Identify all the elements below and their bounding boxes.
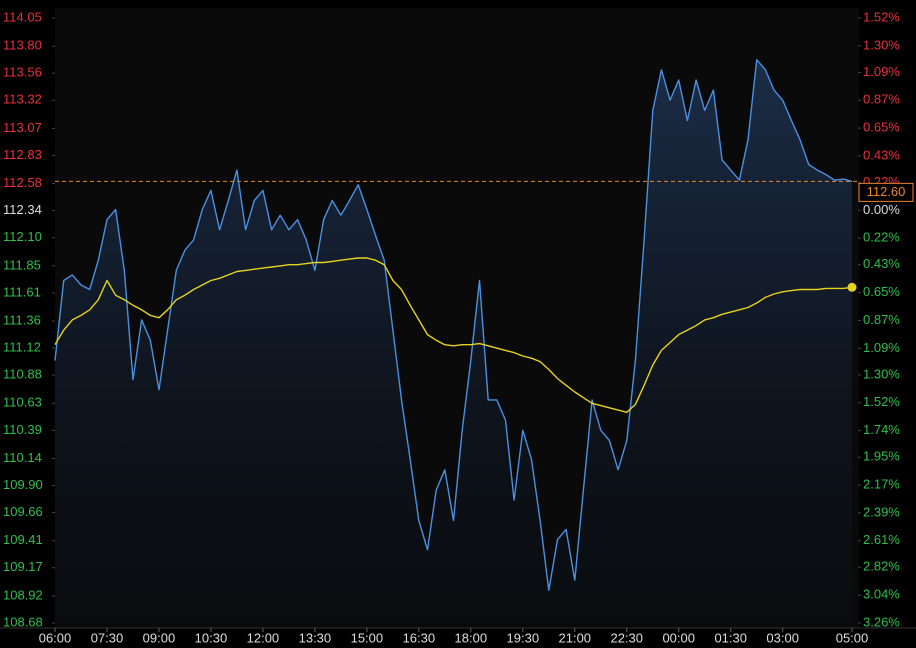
y-tick-label: 112.83	[3, 147, 42, 162]
series-line	[54, 257, 853, 413]
y2-tick-label: 0.87%	[863, 92, 900, 107]
y2-tick-label: 1.09%	[863, 64, 900, 79]
y2-tick-label: 1.52%	[863, 394, 900, 409]
y2-tick-label: 1.95%	[863, 449, 900, 464]
y2-tick-label: 1.30%	[863, 366, 900, 381]
y-tick-label: 109.90	[3, 477, 43, 492]
y-tick-label: 113.80	[3, 38, 42, 53]
y-tick-label: 109.17	[3, 559, 43, 574]
y2-tick-label: 0.43%	[863, 147, 900, 162]
y2-tick-label: 2.39%	[863, 504, 900, 519]
y2-tick-label: 1.30%	[863, 37, 900, 52]
x-tick-label: 05:00	[836, 630, 869, 645]
y-tick-label: 113.32	[3, 92, 42, 107]
y2-tick-label: 0.65%	[863, 120, 900, 135]
x-tick-label: 01:30	[714, 630, 747, 645]
y-tick-label: 111.61	[3, 284, 41, 299]
x-tick-label: 13:30	[299, 630, 332, 645]
series-end-dot	[847, 282, 857, 292]
y-tick-label: 113.07	[3, 120, 42, 135]
x-tick-label: 15:00	[351, 630, 384, 645]
x-tick-label: 12:00	[247, 630, 280, 645]
x-tick-label: 19:30	[507, 630, 540, 645]
y-tick-label: 113.56	[3, 65, 42, 80]
y-tick-label: 111.85	[3, 257, 41, 272]
y-tick-label: 114.05	[3, 9, 42, 24]
y2-tick-label: 3.26%	[863, 614, 900, 629]
y-tick-label: 110.88	[3, 367, 42, 382]
x-tick-label: 16:30	[403, 630, 436, 645]
y2-tick-label: 0.00%	[863, 202, 900, 217]
y2-tick-label: 0.22%	[863, 230, 900, 245]
x-tick-label: 06:00	[39, 630, 72, 645]
x-tick-label: 00:00	[662, 630, 695, 645]
y-tick-label: 108.68	[3, 614, 43, 629]
x-tick-label: 09:00	[143, 630, 176, 645]
y2-tick-label: 2.61%	[863, 532, 900, 547]
series-line	[54, 59, 853, 591]
y2-tick-label: 2.17%	[863, 476, 900, 491]
y-tick-label: 109.66	[3, 504, 43, 519]
y-tick-label: 110.39	[3, 422, 42, 437]
x-tick-label: 03:00	[766, 630, 799, 645]
y-tick-label: 112.10	[3, 229, 42, 244]
y-tick-label: 112.58	[3, 175, 42, 190]
y2-tick-label: 1.74%	[863, 422, 900, 437]
y-tick-label: 110.63	[3, 395, 42, 410]
y-tick-label: 111.36	[3, 313, 41, 328]
y2-tick-label: 3.04%	[863, 587, 900, 602]
y-tick-label: 111.12	[3, 340, 41, 355]
y2-tick-label: 2.82%	[863, 559, 900, 574]
x-tick-label: 22:30	[610, 630, 643, 645]
y2-tick-label: 0.65%	[863, 284, 900, 299]
x-tick-label: 18:00	[455, 630, 488, 645]
y2-tick-label: 0.87%	[863, 312, 900, 327]
current-price-box	[858, 182, 914, 202]
x-tick-label: 21:00	[559, 630, 592, 645]
series-area	[55, 59, 852, 623]
y2-tick-label: 1.52%	[863, 9, 900, 24]
y-tick-label: 109.41	[3, 532, 43, 547]
y-tick-label: 112.34	[3, 202, 42, 217]
current-price-label: 112.60	[867, 184, 906, 199]
y-tick-label: 108.92	[3, 587, 43, 602]
y2-tick-label: 1.09%	[863, 340, 900, 355]
x-tick-label: 10:30	[195, 630, 228, 645]
y2-tick-label: 0.43%	[863, 256, 900, 271]
y-tick-label: 110.14	[3, 450, 42, 465]
x-tick-label: 07:30	[91, 630, 124, 645]
